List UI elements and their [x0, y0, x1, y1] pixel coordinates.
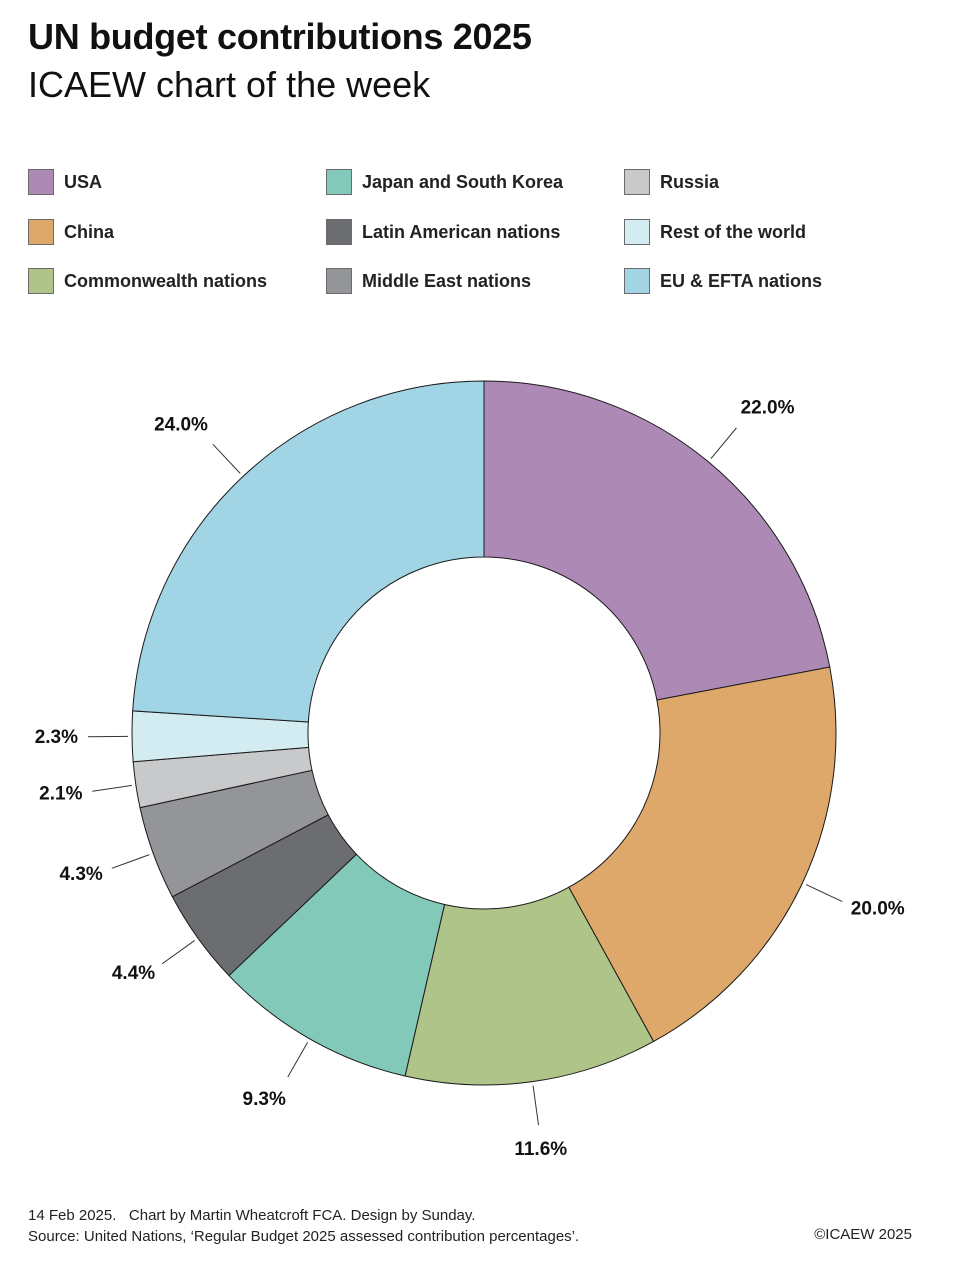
data-label: 2.1% [39, 784, 82, 805]
legend-label: USA [64, 171, 103, 192]
donut-slice [568, 666, 837, 1043]
data-label: 22.0% [741, 398, 795, 419]
leader-line [805, 884, 843, 903]
legend-label: Russia [660, 171, 720, 192]
legend-item: Rest of the world [624, 218, 806, 246]
legend-item: USA [28, 168, 102, 196]
leader-line [111, 854, 150, 869]
donut-slice [404, 886, 655, 1086]
data-label: 20.0% [851, 898, 905, 919]
donut-chart: 22.0% 20.0% 11.6% 9.3% 4.4% 4.3% 2.1% 2.3% 24.0% [35, 380, 905, 1160]
legend-label: EU & EFTA nations [660, 270, 822, 291]
legend-swatch [326, 169, 352, 195]
footer-source: Source: United Nations, ‘Regular Budget … [28, 1228, 580, 1245]
legend-item: Middle East nations [326, 267, 531, 295]
legend-item: China [28, 218, 114, 246]
legend-swatch [326, 219, 352, 245]
chart-title: UN budget contributions 2025 [28, 16, 532, 57]
chart-legend: USA Japan and South Korea Russia China Latin… [28, 168, 948, 308]
leader-line [212, 443, 241, 474]
legend-item: EU & EFTA nations [624, 267, 822, 295]
leader-line [92, 784, 132, 792]
data-label: 4.3% [59, 864, 102, 885]
leader-line [161, 940, 195, 965]
leader-line [287, 1041, 309, 1078]
legend-swatch [624, 268, 650, 294]
legend-swatch [28, 268, 54, 294]
legend-item: Russia [624, 168, 719, 196]
legend-item: Latin American nations [326, 218, 560, 246]
donut-slice [483, 380, 831, 701]
footer-copyright: ©ICAEW 2025 [814, 1226, 912, 1243]
footer-date-credit: 14 Feb 2025. Chart by Martin Wheatcroft … [28, 1207, 476, 1224]
data-label: 4.4% [112, 963, 155, 984]
data-label: 9.3% [243, 1089, 286, 1110]
donut-slice [132, 380, 485, 723]
legend-item: Japan and South Korea [326, 168, 563, 196]
leader-line [710, 427, 737, 460]
chart-subtitle: ICAEW chart of the week [28, 64, 431, 105]
legend-swatch [326, 268, 352, 294]
legend-swatch [28, 169, 54, 195]
legend-item: Commonwealth nations [28, 267, 267, 295]
leader-line [532, 1085, 540, 1126]
data-label: 24.0% [154, 415, 208, 436]
legend-swatch [28, 219, 54, 245]
data-label: 11.6% [514, 1139, 567, 1160]
legend-label: China [64, 221, 115, 242]
legend-label: Commonwealth nations [64, 270, 268, 291]
legend-label: Rest of the world [660, 221, 807, 242]
legend-label: Middle East nations [362, 270, 532, 291]
data-label: 2.3% [35, 727, 78, 748]
legend-swatch [624, 169, 650, 195]
legend-label: Latin American nations [362, 221, 561, 242]
legend-label: Japan and South Korea [362, 171, 564, 192]
footer-credits: 14 Feb 2025. Chart by Martin Wheatcroft … [28, 1205, 579, 1247]
legend-swatch [624, 219, 650, 245]
